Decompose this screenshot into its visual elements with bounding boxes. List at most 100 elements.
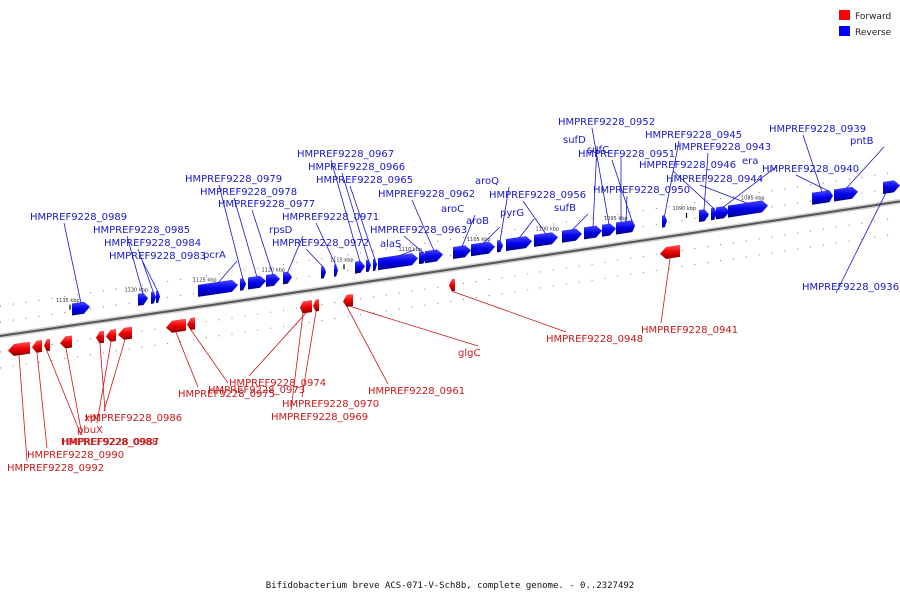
gene-sufd[interactable] (584, 225, 602, 240)
gene-hmpref9228-0989[interactable] (72, 301, 90, 316)
gene-leader (461, 214, 476, 247)
gene-label-hmpref9228-0943: HMPREF9228_0943 (674, 142, 771, 153)
gene-label-sufd: sufD (563, 135, 586, 146)
gene-hmpref9228-0987[interactable] (60, 335, 72, 349)
gene-hmpref9228-0977[interactable] (266, 273, 280, 287)
gene-hmpref9228-0944[interactable] (728, 200, 768, 218)
gene-leader (664, 140, 680, 217)
gene-hmpref9228-0962[interactable] (425, 249, 443, 264)
gene-leader (218, 184, 244, 280)
gene-glgc[interactable] (347, 294, 353, 307)
legend-forward-swatch (839, 10, 850, 20)
gene-hmpref9228-0973[interactable] (187, 317, 195, 330)
gene-pntb[interactable] (834, 186, 858, 202)
gene-hmpref9228-0992[interactable] (8, 341, 30, 356)
gene-leader (63, 222, 82, 304)
gene-leader (346, 306, 389, 385)
gene-leader (251, 209, 274, 275)
backbone-line (0, 200, 900, 337)
gene-leader (397, 249, 415, 257)
gene-label-hmpref9228-0983: HMPREF9228_0983 (109, 251, 206, 262)
gene-label-hmpref9228-0977: HMPREF9228_0977 (218, 199, 315, 210)
gene-rpsd[interactable] (283, 271, 292, 285)
gene-label-hmpref9228-0944: HMPREF9228_0944 (666, 174, 763, 185)
gene-hmpref9228-0940[interactable] (825, 190, 833, 203)
gene-leader (349, 185, 376, 260)
gene-hmpref9228-0978[interactable] (248, 275, 266, 290)
gene-label-hmpref9228-0975: HMPREF9228_0975 (178, 389, 275, 400)
gene-label-arob: aroB (466, 216, 489, 227)
gene-hmpref9228-0986[interactable] (96, 330, 104, 344)
gene-hmpref9228-0971[interactable] (334, 264, 338, 277)
gene-label-hmpref9228-0989: HMPREF9228_0989 (30, 212, 127, 223)
legend-reverse-swatch (839, 26, 850, 36)
gene-hmpref9228-0966[interactable] (366, 259, 371, 272)
gene-hmpref9228-0941[interactable] (660, 244, 680, 259)
gene-leader (96, 341, 112, 424)
gene-label-hmpref9228-0970: HMPREF9228_0970 (282, 399, 379, 410)
tick-label: 1110 kbp (399, 247, 423, 253)
gene-aroq[interactable] (497, 240, 503, 253)
gene-sufb[interactable] (562, 228, 582, 243)
gene-hmpref9228-0965[interactable] (373, 258, 377, 271)
gene-hmpref9228-0946[interactable] (711, 207, 717, 221)
gene-label-rpsd: rpsD (269, 225, 293, 236)
gene-hmpref9228-0979[interactable] (240, 278, 246, 291)
gene-hmpref9228-0972[interactable] (321, 266, 326, 279)
gene-hmpref9228-0983[interactable] (156, 290, 160, 304)
gene-label-hmpref9228-0956: HMPREF9228_0956 (489, 190, 586, 201)
gene-leader (18, 355, 28, 462)
gene-leader (65, 348, 83, 436)
gene-era[interactable] (716, 206, 730, 220)
gene-leader (703, 152, 709, 211)
gene-leader (103, 339, 126, 412)
map-caption: Bifidobacterium breve ACS-071-V-Sch8b, c… (266, 581, 634, 591)
gene-hmpref9228-0943[interactable] (699, 209, 709, 222)
tick-label: 1085 kbp (741, 195, 765, 201)
gene-hmpref9228-0967[interactable] (355, 260, 365, 274)
tick-label: 1105 kbp (467, 237, 491, 243)
gene-label-hmpref9228-0946: HMPREF9228_0946 (639, 160, 736, 171)
tick-label: 1130 kbp (125, 288, 149, 294)
gene-pyrg[interactable] (506, 236, 532, 252)
gene-hmpref9228-0988[interactable] (44, 338, 50, 352)
gene-label-alas: alaS (380, 239, 401, 250)
gene-hmpref9228-0990[interactable] (32, 339, 42, 353)
gene-hmpref9228-0970[interactable] (313, 299, 319, 312)
gene-label-aroq: aroQ (475, 176, 499, 187)
gene-pbux[interactable] (106, 329, 116, 342)
gene-label-hmpref9228-0966: HMPREF9228_0966 (308, 162, 405, 173)
gene-label-aroc: aroC (441, 204, 464, 215)
gene-label-hmpref9228-0990: HMPREF9228_0990 (27, 450, 124, 461)
gene-label-pntb: pntB (850, 136, 874, 147)
gene-hmpref9228-0984[interactable] (151, 291, 156, 304)
gene-pcra[interactable] (198, 279, 238, 297)
gene-alas[interactable] (378, 253, 418, 271)
gene-label-hmpref9228-0950: HMPREF9228_0950 (593, 185, 690, 196)
gene-leader (672, 170, 715, 210)
gene-label-hmpref9228-0945: HMPREF9228_0945 (645, 130, 742, 141)
gene-leader (137, 248, 154, 293)
gene-hmpref9228-0985[interactable] (138, 293, 148, 306)
gene-hmpref9228-0975[interactable] (166, 318, 186, 333)
gene-hmpref9228-0956[interactable] (534, 232, 558, 247)
gene-hmpref9228-0969[interactable] (300, 300, 306, 314)
gene-label-hmpref9228-0965: HMPREF9228_0965 (316, 175, 413, 186)
gene-hmpref9228-0948[interactable] (449, 278, 455, 292)
gene-label-hmpref9228-0992: HMPREF9228_0992 (7, 463, 104, 474)
gene-aroc[interactable] (453, 245, 471, 259)
gene-leader (36, 352, 48, 449)
gene-arob[interactable] (471, 241, 495, 257)
gene-label-glgc: glgC (458, 348, 480, 359)
gene-leader (315, 222, 337, 266)
gene-xpt[interactable] (118, 326, 132, 340)
gene-leader (142, 261, 159, 293)
tick-label: 1095 kbp (604, 216, 628, 222)
gene-label-hmpref9228-0940: HMPREF9228_0940 (762, 164, 859, 175)
tick-label: 1135 kbp (56, 298, 80, 304)
gene-hmpref9228-0945[interactable] (662, 215, 667, 228)
gene-label-hmpref9228-0985: HMPREF9228_0985 (93, 225, 190, 236)
gene-hmpref9228-0952[interactable] (602, 223, 616, 237)
gene-hmpref9228-0950[interactable] (617, 220, 635, 235)
gene-label-hmpref9228-0973: HMPREF9228_0973 (208, 385, 305, 396)
